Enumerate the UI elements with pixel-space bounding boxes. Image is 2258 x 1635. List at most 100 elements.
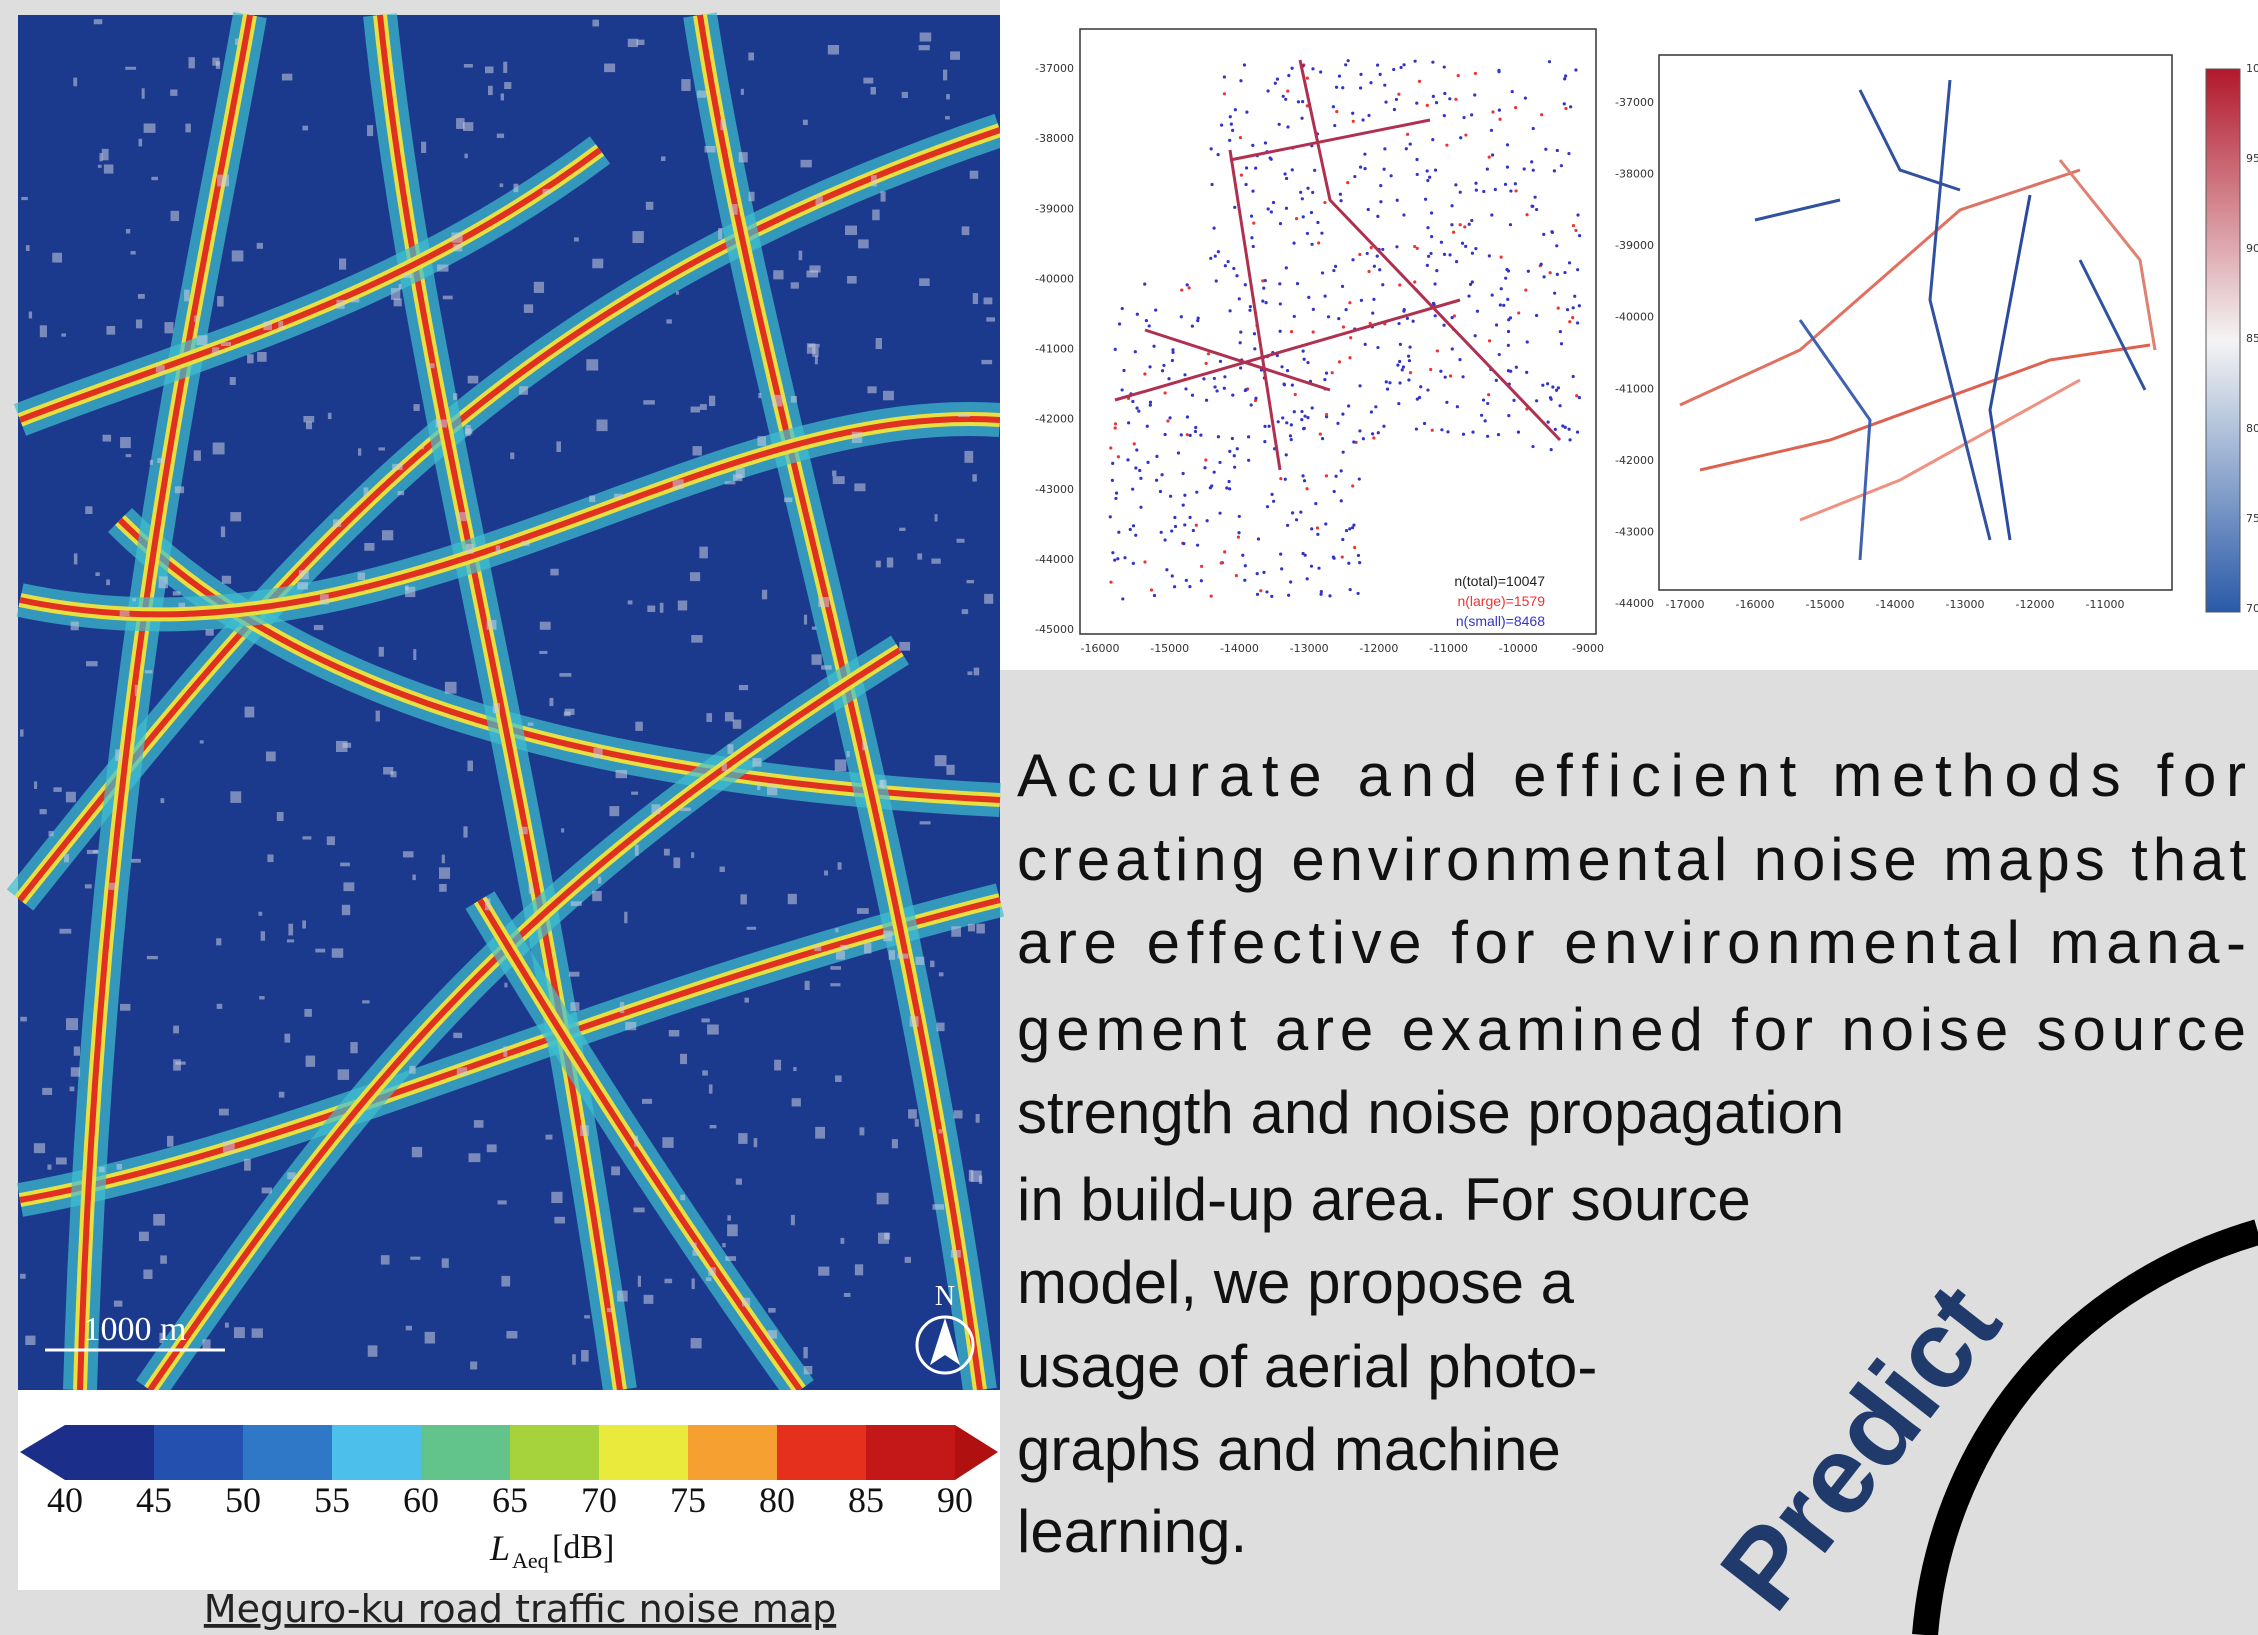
point bbox=[1228, 487, 1231, 490]
building bbox=[315, 949, 325, 953]
building bbox=[736, 468, 745, 478]
point bbox=[1349, 588, 1352, 591]
point bbox=[1152, 345, 1155, 348]
point bbox=[1129, 528, 1132, 531]
building bbox=[877, 1193, 889, 1205]
value-colorbar bbox=[2206, 69, 2240, 612]
building bbox=[854, 483, 865, 491]
building bbox=[378, 447, 385, 450]
building bbox=[920, 821, 931, 824]
building bbox=[109, 883, 116, 890]
building bbox=[804, 615, 807, 625]
point bbox=[1548, 60, 1551, 63]
point bbox=[1433, 282, 1436, 285]
point bbox=[1311, 67, 1314, 70]
building bbox=[258, 912, 262, 916]
point bbox=[1290, 438, 1293, 441]
point bbox=[1370, 410, 1373, 413]
building bbox=[937, 1023, 945, 1032]
point bbox=[1203, 466, 1206, 469]
building bbox=[143, 1269, 152, 1279]
point bbox=[1117, 455, 1120, 458]
point bbox=[1335, 110, 1338, 113]
point bbox=[1413, 245, 1416, 248]
y-tick-label: -43000 bbox=[1615, 525, 1654, 538]
y-tick-label: -41000 bbox=[1615, 382, 1654, 395]
colorbar-tick-label: 80 bbox=[759, 1480, 795, 1520]
building bbox=[132, 598, 136, 601]
point bbox=[1239, 341, 1242, 344]
point bbox=[1360, 299, 1363, 302]
building bbox=[876, 338, 882, 349]
point bbox=[1340, 499, 1343, 502]
point bbox=[1188, 286, 1191, 289]
building bbox=[857, 908, 869, 914]
building bbox=[524, 304, 533, 313]
building bbox=[676, 291, 679, 294]
point bbox=[1512, 399, 1515, 402]
point bbox=[1220, 124, 1223, 127]
building bbox=[427, 363, 434, 368]
point bbox=[1432, 302, 1435, 305]
building bbox=[21, 197, 28, 200]
building bbox=[646, 202, 653, 210]
point bbox=[1306, 232, 1309, 235]
point bbox=[1463, 225, 1466, 228]
point bbox=[1488, 254, 1491, 257]
building bbox=[592, 20, 599, 27]
building bbox=[962, 226, 970, 235]
building bbox=[858, 239, 869, 248]
point bbox=[1351, 112, 1354, 115]
point bbox=[1468, 223, 1471, 226]
paragraph-line: creating environmental noise maps that bbox=[1017, 826, 2246, 893]
building bbox=[709, 1084, 713, 1093]
building bbox=[806, 270, 818, 277]
building bbox=[979, 1175, 982, 1183]
point bbox=[1268, 425, 1271, 428]
building bbox=[951, 1250, 961, 1258]
building bbox=[700, 404, 707, 410]
point bbox=[1524, 289, 1527, 292]
colorbar-segment bbox=[510, 1425, 599, 1480]
building bbox=[66, 1018, 78, 1030]
building bbox=[828, 45, 839, 54]
point bbox=[1223, 75, 1226, 78]
colorbar-tick-label: 95 bbox=[2246, 152, 2258, 165]
building bbox=[609, 806, 619, 816]
point bbox=[1414, 60, 1417, 63]
building bbox=[863, 78, 873, 84]
y-tick-label: -37000 bbox=[1615, 96, 1654, 109]
building bbox=[899, 528, 905, 531]
point bbox=[1358, 561, 1361, 564]
point bbox=[1254, 167, 1257, 170]
point bbox=[1234, 108, 1237, 111]
point bbox=[1316, 526, 1319, 529]
x-tick-label: -12000 bbox=[2016, 598, 2055, 611]
building bbox=[20, 1274, 26, 1279]
point bbox=[1474, 182, 1477, 185]
building bbox=[833, 476, 845, 484]
point bbox=[1261, 279, 1264, 282]
building bbox=[855, 1264, 863, 1275]
map-caption: Meguro-ku road traffic noise map bbox=[204, 1587, 836, 1631]
point bbox=[1409, 142, 1412, 145]
building bbox=[178, 603, 185, 607]
point bbox=[1316, 533, 1319, 536]
point bbox=[1233, 454, 1236, 457]
point bbox=[1279, 302, 1282, 305]
building bbox=[139, 139, 143, 147]
point bbox=[1171, 574, 1174, 577]
point bbox=[1219, 360, 1222, 363]
point bbox=[1136, 313, 1139, 316]
point bbox=[1188, 516, 1191, 519]
point bbox=[1390, 174, 1393, 177]
x-tick-label: -12000 bbox=[1359, 642, 1398, 655]
point bbox=[1134, 350, 1137, 353]
building bbox=[379, 647, 384, 657]
point bbox=[1289, 580, 1292, 583]
point bbox=[1192, 529, 1195, 532]
point bbox=[1578, 304, 1581, 307]
building bbox=[469, 1153, 481, 1162]
point bbox=[1168, 416, 1171, 419]
point bbox=[1195, 491, 1198, 494]
